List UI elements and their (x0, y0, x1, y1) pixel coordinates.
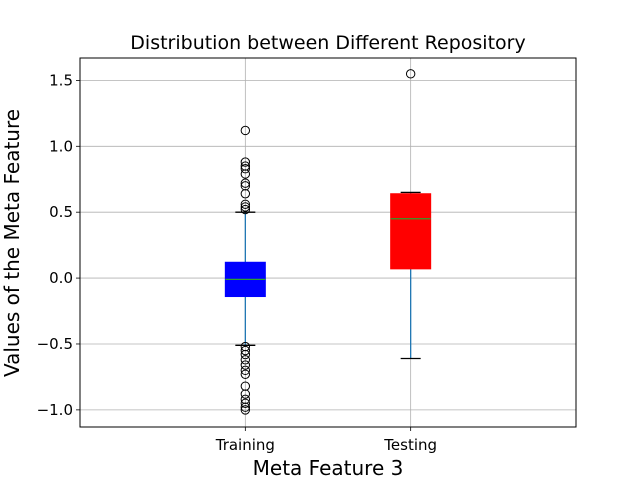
outlier-point (240, 389, 251, 399)
x-tick-label: Testing (383, 436, 437, 454)
plot-frame (79, 57, 577, 428)
y-tick-label: 1.0 (49, 137, 73, 155)
outlier-point (240, 402, 251, 412)
box-series (224, 69, 432, 415)
axis-ticks: −1.0 −0.5 0.0 0.5 1.0 1.5 Training Testing (37, 71, 437, 454)
outlier-point (240, 355, 251, 365)
outlier-point (240, 349, 251, 360)
outlier-point (240, 369, 251, 379)
box-group-testing (390, 69, 432, 360)
outlier-point (240, 169, 251, 179)
outlier-point (240, 157, 251, 167)
grid-lines (80, 58, 576, 427)
outlier-point (240, 360, 251, 370)
y-tick-label: 0.0 (49, 269, 73, 287)
outlier-point (240, 345, 251, 356)
outlier-point (240, 125, 251, 136)
outlier-point (240, 199, 251, 209)
outlier-point (240, 398, 251, 408)
outlier-point (240, 405, 251, 415)
box-group-training (224, 125, 266, 415)
y-tick-label: −0.5 (37, 335, 73, 353)
outlier-point (240, 189, 251, 199)
outlier-point (240, 365, 251, 376)
outlier-point (405, 69, 416, 79)
x-tick-label: Training (215, 436, 275, 454)
outlier-point (240, 204, 251, 215)
x-axis-label: Meta Feature 3 (253, 456, 404, 480)
outlier-point (240, 202, 251, 212)
y-tick-label: −1.0 (37, 401, 73, 419)
outlier-point (240, 178, 251, 188)
y-tick-label: 0.5 (49, 203, 73, 221)
outlier-point (240, 164, 251, 174)
y-tick-label: 1.5 (49, 71, 73, 89)
y-axis-label: Values of the Meta Feature (0, 109, 24, 377)
chart-title: Distribution between Different Repositor… (130, 32, 525, 54)
box-iqr (390, 193, 432, 270)
